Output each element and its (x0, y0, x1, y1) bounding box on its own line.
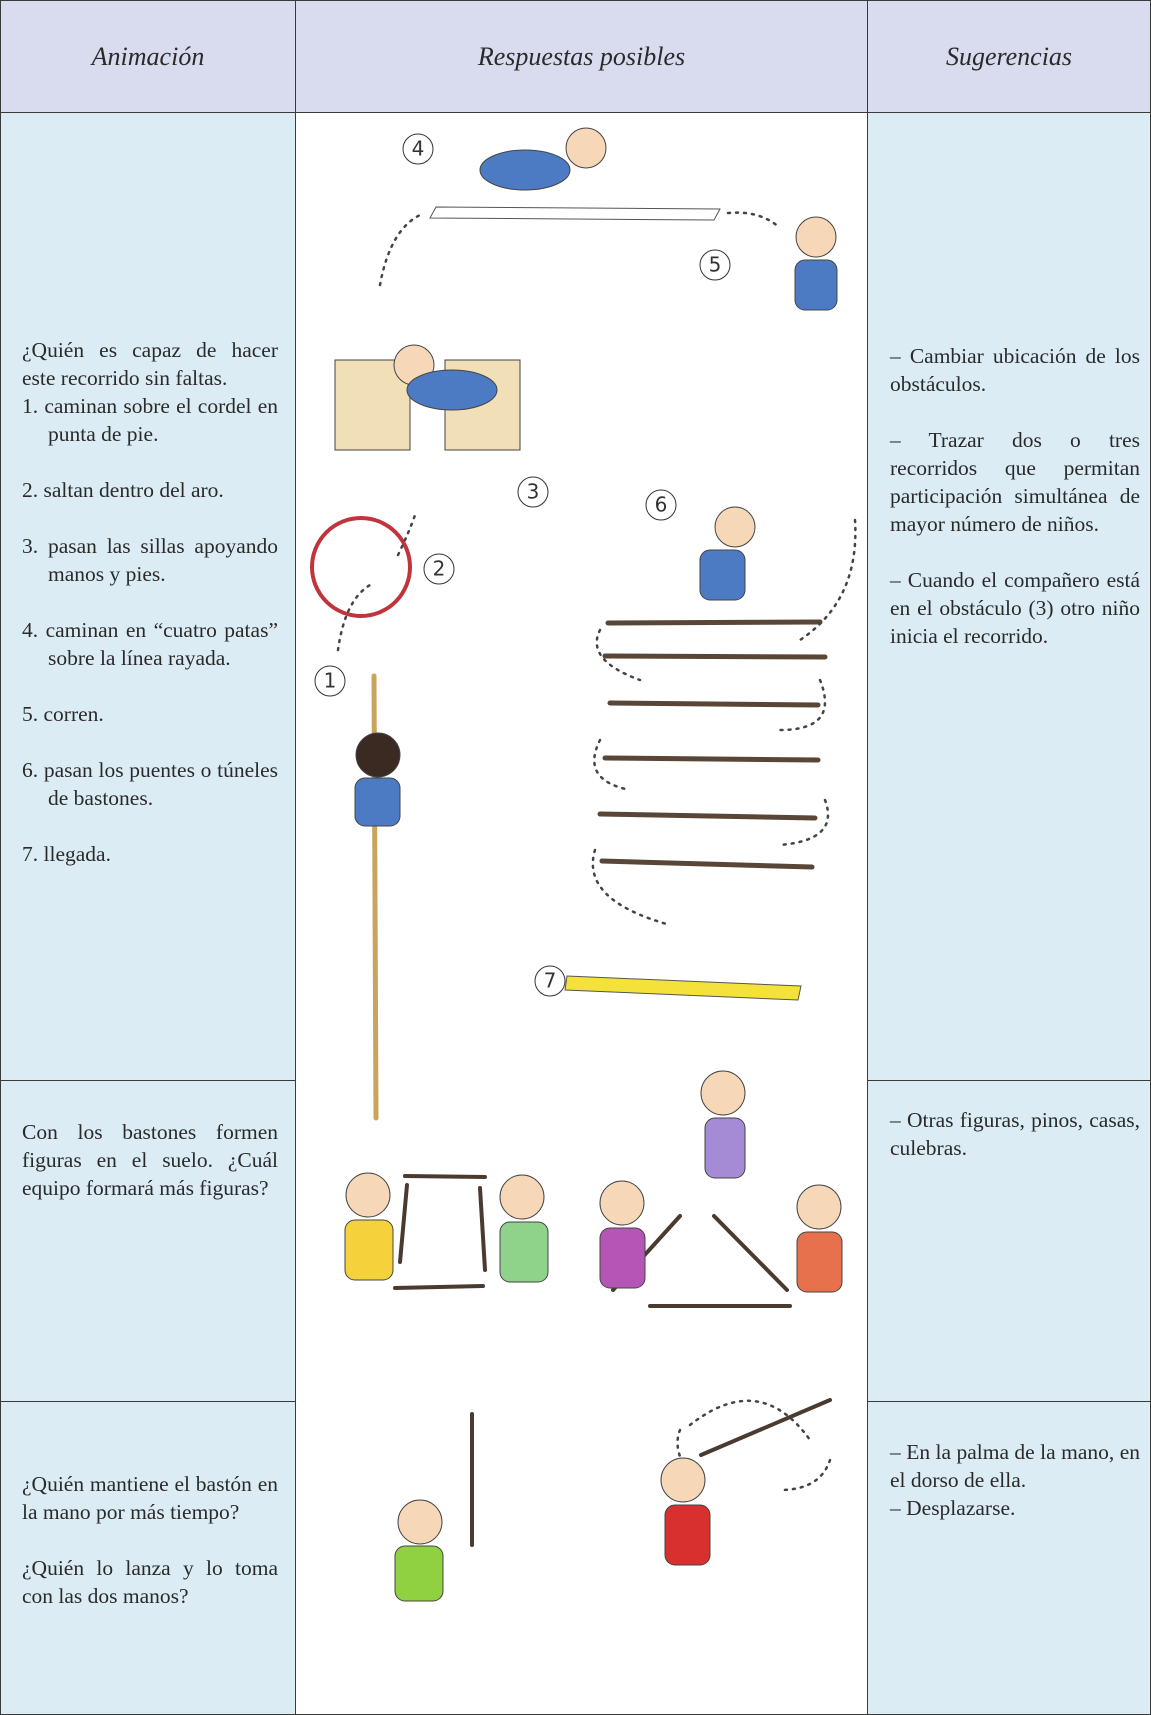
list-item: 5. corren. (22, 702, 104, 726)
header-cell: Sugerencias (867, 0, 1151, 113)
drawing (310, 127, 857, 1602)
list-item: 6. pasan los puentes o túneles de baston… (22, 758, 278, 810)
cell (0, 112, 296, 1081)
step-label: 1 (324, 669, 337, 693)
text-block: – Otras figuras, pinos, casas, culebras. (890, 1106, 1140, 1190)
text-block: ¿Quién es capaz de hacer este recorrido … (22, 336, 278, 896)
cell (0, 1401, 296, 1715)
step-labels: 4 5 3 6 2 1 7 (314, 133, 731, 997)
text-block: – En la palma de la mano, en el dorso de… (890, 1438, 1140, 1550)
header-text: Animación (91, 41, 205, 71)
step-label: 7 (544, 969, 557, 993)
label-circle (534, 965, 566, 997)
list-item: 7. llegada. (22, 842, 111, 866)
list-item: 4. caminan en “cuatro patas” sobre la lí… (22, 618, 278, 670)
paragraph: ¿Quién es capaz de hacer este recorrido … (22, 338, 278, 390)
list-item: 2. saltan dentro del aro. (22, 478, 224, 502)
step-label: 3 (527, 480, 540, 504)
label-circle (699, 249, 731, 281)
cell (867, 1401, 1151, 1715)
paragraph: ¿Quién mantiene el bastón en la mano por… (22, 1472, 278, 1524)
step-label: 2 (433, 557, 446, 581)
paragraph: – Cambiar ubicación de los obstáculos. (890, 344, 1140, 396)
label-circle (314, 665, 346, 697)
paragraph: Con los bastones formen figuras en el su… (22, 1120, 278, 1200)
paragraph: ¿Quién lo lanza y lo toma con las dos ma… (22, 1556, 278, 1608)
label-circle (423, 553, 455, 585)
cell (0, 1080, 296, 1402)
step-label: 5 (709, 253, 722, 277)
text-block: – Cambiar ubicación de los obstáculos. –… (890, 342, 1140, 678)
step-label: 4 (412, 137, 425, 161)
header-text: Sugerencias (945, 41, 1073, 71)
paragraph: – Desplazarse. (890, 1496, 1016, 1520)
cell (867, 112, 1151, 1081)
list-item: 1. caminan sobre el cordel en punta de p… (22, 394, 278, 446)
label-circle (402, 133, 434, 165)
step-label: 6 (655, 493, 668, 517)
label-circle (517, 476, 549, 508)
text-block: Con los bastones formen figuras en el su… (22, 1118, 278, 1230)
header-text: Respuestas posibles (477, 41, 686, 71)
paragraph: – Trazar dos o tres recorridos que permi… (890, 428, 1140, 536)
text-block: ¿Quién mantiene el bastón en la mano por… (22, 1470, 278, 1638)
header-cell: Animación (0, 0, 296, 113)
paragraph: – Cuando el compañero está en el obstácu… (890, 568, 1140, 648)
label-circle (645, 489, 677, 521)
paragraph: – Otras figuras, pinos, casas, culebras. (890, 1108, 1140, 1160)
list-item: 3. pasan las sillas apoyando manos y pie… (22, 534, 278, 586)
cell (867, 1080, 1151, 1402)
paragraph: – En la palma de la mano, en el dorso de… (890, 1440, 1140, 1492)
